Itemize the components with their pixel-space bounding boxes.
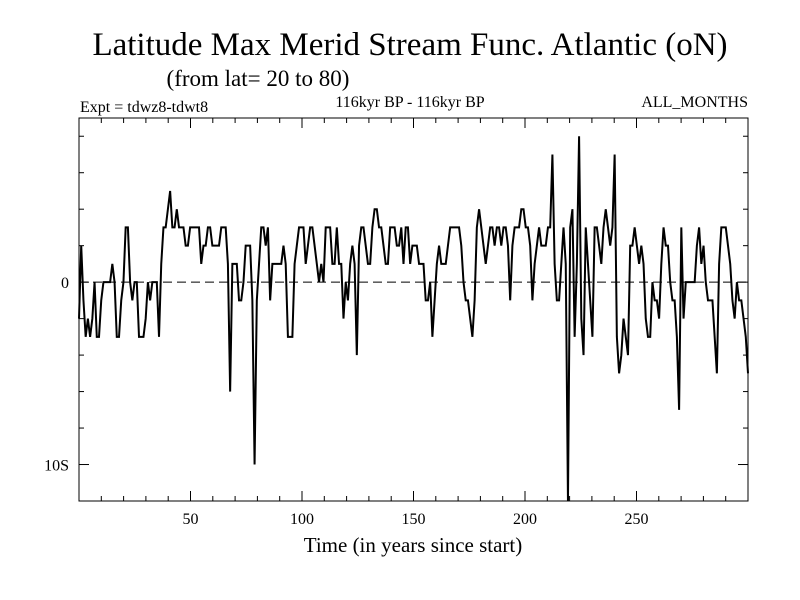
y-tick-label: 10S: [44, 458, 69, 475]
x-tick-label: 50: [183, 511, 199, 528]
period-label: 116kyr BP - 116kyr BP: [335, 94, 484, 111]
plot-frame: [78, 117, 749, 502]
axis-tick-labels: 50 100 150 200 250 0 10S: [44, 275, 648, 528]
series-line-lat-max: [78, 136, 749, 502]
y-tick-label: 0: [61, 275, 69, 292]
expt-label: Expt = tdwz8-tdwt8: [80, 99, 208, 116]
season-label: ALL_MONTHS: [641, 94, 748, 111]
x-tick-label: 150: [402, 511, 426, 528]
x-tick-label: 200: [513, 511, 537, 528]
x-tick-label: 100: [290, 511, 314, 528]
x-axis-label: Time (in years since start): [304, 533, 523, 557]
x-tick-label: 250: [625, 511, 649, 528]
chart-title: Latitude Max Merid Stream Func. Atlantic…: [92, 27, 727, 63]
axis-ticks: [79, 118, 748, 501]
chart-subtitle: (from lat= 20 to 80): [167, 66, 350, 91]
